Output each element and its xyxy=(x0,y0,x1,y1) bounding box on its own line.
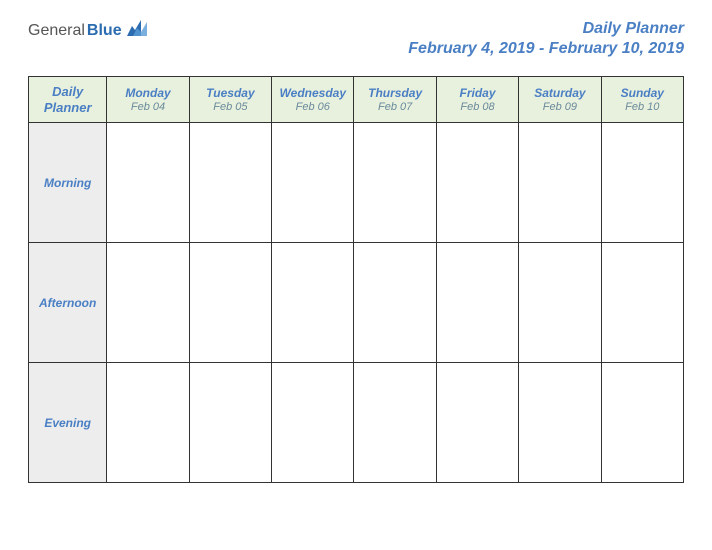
day-name: Monday xyxy=(109,86,186,100)
date-range: February 4, 2019 - February 10, 2019 xyxy=(408,40,684,58)
day-name: Friday xyxy=(439,86,516,100)
cell-afternoon-thu[interactable] xyxy=(354,243,436,363)
cell-morning-sun[interactable] xyxy=(601,123,683,243)
logo-text-general: General xyxy=(28,22,85,40)
cell-evening-sat[interactable] xyxy=(519,363,601,483)
cell-afternoon-mon[interactable] xyxy=(107,243,189,363)
cell-afternoon-wed[interactable] xyxy=(272,243,354,363)
cell-evening-wed[interactable] xyxy=(272,363,354,483)
corner-label-line2: Planner xyxy=(31,100,104,116)
cell-evening-tue[interactable] xyxy=(189,363,271,483)
day-name: Tuesday xyxy=(192,86,269,100)
title-block: Daily Planner February 4, 2019 - Februar… xyxy=(408,20,684,58)
day-date: Feb 07 xyxy=(356,101,433,113)
cell-morning-fri[interactable] xyxy=(436,123,518,243)
day-name: Wednesday xyxy=(274,86,351,100)
header-row: Daily Planner Monday Feb 04 Tuesday Feb … xyxy=(29,77,684,123)
day-date: Feb 10 xyxy=(604,101,681,113)
logo: General Blue xyxy=(28,20,147,41)
cell-afternoon-sat[interactable] xyxy=(519,243,601,363)
cell-morning-sat[interactable] xyxy=(519,123,601,243)
row-afternoon: Afternoon xyxy=(29,243,684,363)
day-date: Feb 08 xyxy=(439,101,516,113)
day-header-mon: Monday Feb 04 xyxy=(107,77,189,123)
time-label-morning: Morning xyxy=(29,123,107,243)
cell-afternoon-tue[interactable] xyxy=(189,243,271,363)
corner-cell: Daily Planner xyxy=(29,77,107,123)
cell-evening-fri[interactable] xyxy=(436,363,518,483)
day-header-sun: Sunday Feb 10 xyxy=(601,77,683,123)
cell-evening-thu[interactable] xyxy=(354,363,436,483)
cell-evening-mon[interactable] xyxy=(107,363,189,483)
cell-morning-thu[interactable] xyxy=(354,123,436,243)
cell-afternoon-fri[interactable] xyxy=(436,243,518,363)
day-header-tue: Tuesday Feb 05 xyxy=(189,77,271,123)
row-evening: Evening xyxy=(29,363,684,483)
corner-label-line1: Daily xyxy=(31,84,104,100)
day-name: Saturday xyxy=(521,86,598,100)
planner-table: Daily Planner Monday Feb 04 Tuesday Feb … xyxy=(28,76,684,483)
day-header-thu: Thursday Feb 07 xyxy=(354,77,436,123)
page-header: General Blue Daily Planner February 4, 2… xyxy=(28,20,684,58)
cell-afternoon-sun[interactable] xyxy=(601,243,683,363)
day-date: Feb 09 xyxy=(521,101,598,113)
cell-evening-sun[interactable] xyxy=(601,363,683,483)
row-morning: Morning xyxy=(29,123,684,243)
time-label-evening: Evening xyxy=(29,363,107,483)
day-header-fri: Friday Feb 08 xyxy=(436,77,518,123)
day-date: Feb 06 xyxy=(274,101,351,113)
logo-chart-icon xyxy=(127,20,147,41)
logo-text-blue: Blue xyxy=(87,22,122,40)
time-label-afternoon: Afternoon xyxy=(29,243,107,363)
day-name: Sunday xyxy=(604,86,681,100)
day-date: Feb 05 xyxy=(192,101,269,113)
day-header-sat: Saturday Feb 09 xyxy=(519,77,601,123)
day-header-wed: Wednesday Feb 06 xyxy=(272,77,354,123)
day-date: Feb 04 xyxy=(109,101,186,113)
cell-morning-tue[interactable] xyxy=(189,123,271,243)
page-title: Daily Planner xyxy=(408,20,684,38)
cell-morning-wed[interactable] xyxy=(272,123,354,243)
day-name: Thursday xyxy=(356,86,433,100)
cell-morning-mon[interactable] xyxy=(107,123,189,243)
